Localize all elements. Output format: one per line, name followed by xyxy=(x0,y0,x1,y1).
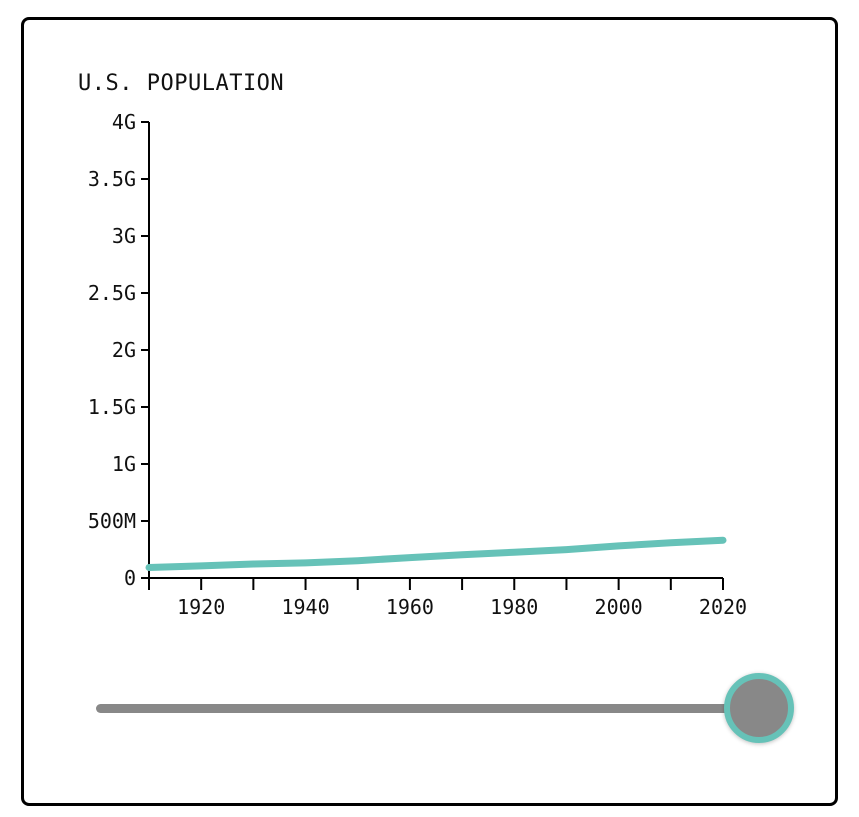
x-tick-label: 1940 xyxy=(281,595,329,619)
slider-track[interactable] xyxy=(96,704,758,713)
year-slider[interactable] xyxy=(96,673,796,743)
series-group xyxy=(145,536,727,571)
chart-title: U.S. POPULATION xyxy=(78,71,285,96)
x-axis: 1920 1940 1960 1980 2000 2020 xyxy=(141,577,747,619)
series-line xyxy=(145,536,727,571)
y-tick-label: 3.5G xyxy=(88,167,136,191)
y-axis: 0 500M 1G 1.5G 2G 2.5G 3G 3.5G 4G xyxy=(88,110,150,590)
slider-thumb[interactable] xyxy=(724,673,794,743)
y-tick-label: 500M xyxy=(88,509,136,533)
chart-card xyxy=(21,17,838,806)
y-tick-label: 0 xyxy=(124,566,136,590)
x-tick-label: 1960 xyxy=(386,595,434,619)
y-tick-label: 4G xyxy=(112,110,136,134)
y-tick-label: 1G xyxy=(112,452,136,476)
x-tick-label: 1920 xyxy=(177,595,225,619)
y-tick-label: 2G xyxy=(112,338,136,362)
y-tick-label: 3G xyxy=(112,224,136,248)
x-tick-label: 2000 xyxy=(595,595,643,619)
x-tick-label: 1980 xyxy=(490,595,538,619)
y-tick-label: 2.5G xyxy=(88,281,136,305)
x-tick-label: 2020 xyxy=(699,595,747,619)
y-tick-label: 1.5G xyxy=(88,395,136,419)
